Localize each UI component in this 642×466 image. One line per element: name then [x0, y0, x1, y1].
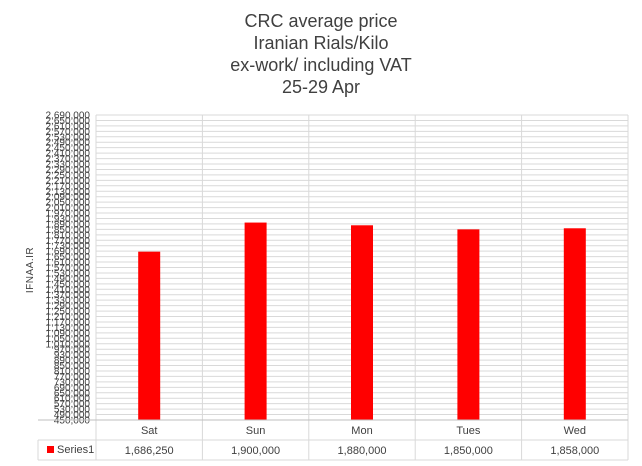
- x-category-label: Sat: [141, 425, 158, 437]
- data-table-value: 1,858,000: [550, 445, 599, 457]
- y-tick-label: 1,090,000: [46, 328, 91, 339]
- legend-key-series1: [47, 446, 54, 453]
- data-table-value: 1,900,000: [231, 445, 280, 457]
- y-tick-label: 2,410,000: [46, 149, 91, 160]
- y-tick-label: 530,000: [54, 405, 91, 416]
- y-tick-label: 890,000: [54, 356, 91, 367]
- chart-title-line-1: CRC average price: [244, 11, 397, 31]
- bar-wed: [563, 228, 586, 420]
- y-tick-label: 1,890,000: [46, 219, 91, 230]
- chart-title-line-3: ex-work/ including VAT: [230, 55, 411, 75]
- y-tick-label: 2,490,000: [46, 138, 91, 149]
- y-tick-label: 2,290,000: [46, 165, 91, 176]
- y-tick-label: 2,330,000: [46, 160, 91, 171]
- y-tick-label: 1,410,000: [46, 285, 91, 296]
- y-tick-label: 1,690,000: [46, 247, 91, 258]
- data-table-value: 1,686,250: [125, 445, 174, 457]
- y-tick-label: 1,290,000: [46, 301, 91, 312]
- y-tick-label: 1,810,000: [46, 230, 91, 241]
- y-tick-label: 2,210,000: [46, 176, 91, 187]
- y-tick-label: 1,370,000: [46, 290, 91, 301]
- y-tick-label: 1,770,000: [46, 236, 91, 247]
- y-tick-label: 770,000: [54, 372, 91, 383]
- data-table-value: 1,880,000: [338, 445, 387, 457]
- y-tick-label: 970,000: [54, 345, 91, 356]
- y-tick-label: 1,570,000: [46, 263, 91, 274]
- bar-sat: [138, 251, 161, 420]
- y-tick-label: 1,210,000: [46, 312, 91, 323]
- y-tick-label: 1,050,000: [46, 334, 91, 345]
- y-tick-label: 1,930,000: [46, 214, 91, 225]
- y-tick-label: 1,170,000: [46, 317, 91, 328]
- chart-title-line-4: 25-29 Apr: [282, 77, 360, 97]
- y-tick-label: 1,970,000: [46, 209, 91, 220]
- y-tick-label: 1,850,000: [46, 225, 91, 236]
- data-table: Sat Sun Mon Tues Wed Series1 1,686,250 1,900,00…: [37, 419, 628, 461]
- y-tick-label: 650,000: [54, 388, 91, 399]
- chart-title-line-2: Iranian Rials/Kilo: [253, 33, 388, 53]
- y-tick-label: 2,370,000: [46, 154, 91, 165]
- y-tick-label: 2,650,000: [46, 116, 91, 127]
- series-name-label: Series1: [57, 444, 94, 456]
- y-tick-label: 1,450,000: [46, 279, 91, 290]
- y-tick-label: 690,000: [54, 383, 91, 394]
- y-tick-label: 2,570,000: [46, 127, 91, 138]
- y-tick-label: 1,130,000: [46, 323, 91, 334]
- data-table-value: 1,850,000: [444, 445, 493, 457]
- y-tick-label: 1,330,000: [46, 296, 91, 307]
- y-tick-label: 2,130,000: [46, 187, 91, 198]
- bar-sun: [244, 222, 267, 420]
- y-tick-label: 1,490,000: [46, 274, 91, 285]
- y-tick-label: 930,000: [54, 350, 91, 361]
- y-tick-label: 490,000: [54, 410, 91, 421]
- x-category-label: Tues: [456, 425, 481, 437]
- x-category-label: Sun: [246, 425, 266, 437]
- y-tick-label: 1,610,000: [46, 258, 91, 269]
- y-tick-label: 2,450,000: [46, 143, 91, 154]
- y-tick-label: 730,000: [54, 377, 91, 388]
- y-tick-label: 570,000: [54, 399, 91, 410]
- y-tick-label: 2,010,000: [46, 203, 91, 214]
- y-tick-label: 1,730,000: [46, 241, 91, 252]
- x-category-label: Wed: [564, 425, 586, 437]
- y-tick-label: 2,050,000: [46, 198, 91, 209]
- y-tick-label: 850,000: [54, 361, 91, 372]
- y-tick-label: 2,250,000: [46, 170, 91, 181]
- y-axis-label: IFNAA.IR: [25, 247, 36, 293]
- bar-tues: [457, 229, 480, 420]
- y-tick-label: 1,650,000: [46, 252, 91, 263]
- chart-title: CRC average price Iranian Rials/Kilo ex-…: [230, 11, 411, 97]
- y-tick-label: 1,250,000: [46, 307, 91, 318]
- y-tick-label: 810,000: [54, 366, 91, 377]
- x-category-label: Mon: [351, 425, 372, 437]
- y-tick-label: 2,090,000: [46, 192, 91, 203]
- y-tick-label: 450,000: [54, 416, 91, 427]
- y-tick-label: 1,010,000: [46, 339, 91, 350]
- y-axis-ticks: 450,000490,000530,000570,000610,000650,0…: [46, 111, 91, 427]
- y-tick-label: 2,610,000: [46, 121, 91, 132]
- y-tick-label: 2,530,000: [46, 132, 91, 143]
- bars: [138, 222, 586, 420]
- y-tick-label: 2,690,000: [46, 111, 91, 122]
- y-tick-label: 2,170,000: [46, 181, 91, 192]
- y-tick-label: 610,000: [54, 394, 91, 405]
- y-tick-label: 1,530,000: [46, 268, 91, 279]
- bar-mon: [351, 225, 373, 420]
